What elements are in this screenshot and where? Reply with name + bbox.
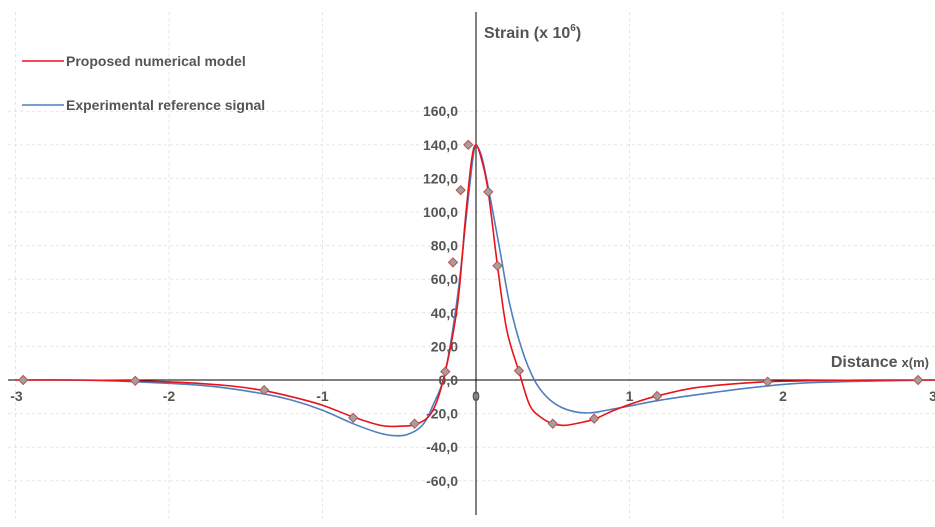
data-point-marker — [588, 413, 600, 424]
y-tick-label: 60,0 — [431, 271, 458, 287]
y-tick-label: 160,0 — [423, 103, 458, 119]
y-tick-label: 140,0 — [423, 137, 458, 153]
data-point-marker — [483, 186, 494, 198]
x-tick-label: 0 — [472, 388, 480, 404]
data-point-marker — [130, 375, 141, 387]
y-tick-label: 20,0 — [431, 338, 458, 354]
y-tick-label: 40,0 — [431, 305, 458, 321]
data-point-marker — [455, 184, 466, 196]
data-point-marker — [463, 139, 474, 151]
legend-label-proposed-numerical-model: Proposed numerical model — [66, 53, 246, 69]
legend-label-experimental-reference-signal: Experimental reference signal — [66, 97, 265, 113]
data-point-marker — [258, 384, 270, 396]
x-tick-label: -3 — [10, 388, 23, 404]
x-tick-label: -1 — [316, 388, 329, 404]
gridlines — [8, 12, 935, 520]
y-tick-label: -40,0 — [426, 439, 458, 455]
y-axis-title-superscript: 6 — [570, 23, 576, 34]
y-tick-label: 100,0 — [423, 204, 458, 220]
x-tick-label: 2 — [779, 388, 787, 404]
series-markers — [17, 139, 924, 429]
axes — [8, 12, 935, 515]
x-axis-title-unit: x(m) — [902, 355, 929, 370]
y-axis-title-main: Strain (x 10 — [484, 25, 570, 42]
y-tick-label: 120,0 — [423, 170, 458, 186]
data-point-marker — [547, 418, 558, 429]
x-tick-label: -2 — [163, 388, 176, 404]
tick-labels: -60,0-40,0-20,00,020,040,060,080,0100,01… — [10, 103, 935, 489]
legend: Proposed numerical model Experimental re… — [22, 53, 265, 113]
data-point-marker — [912, 374, 924, 386]
data-point-marker — [17, 374, 29, 386]
data-point-marker — [651, 390, 663, 402]
data-point-marker — [492, 260, 503, 271]
x-axis-title-main: Distance — [831, 354, 898, 371]
data-point-marker — [762, 376, 773, 387]
y-tick-label: 80,0 — [431, 238, 458, 254]
data-point-marker — [347, 412, 359, 424]
y-axis-title: Strain (x 106) — [484, 23, 581, 42]
data-point-marker — [513, 365, 525, 376]
y-axis-title-end: ) — [576, 25, 581, 42]
data-point-marker — [409, 418, 420, 429]
x-tick-label: 3 — [929, 388, 935, 404]
data-point-marker — [447, 257, 459, 268]
x-tick-label: 1 — [626, 388, 634, 404]
x-axis-title: Distance x(m) — [831, 354, 929, 371]
y-tick-label: -60,0 — [426, 473, 458, 489]
data-point-marker — [440, 366, 451, 377]
